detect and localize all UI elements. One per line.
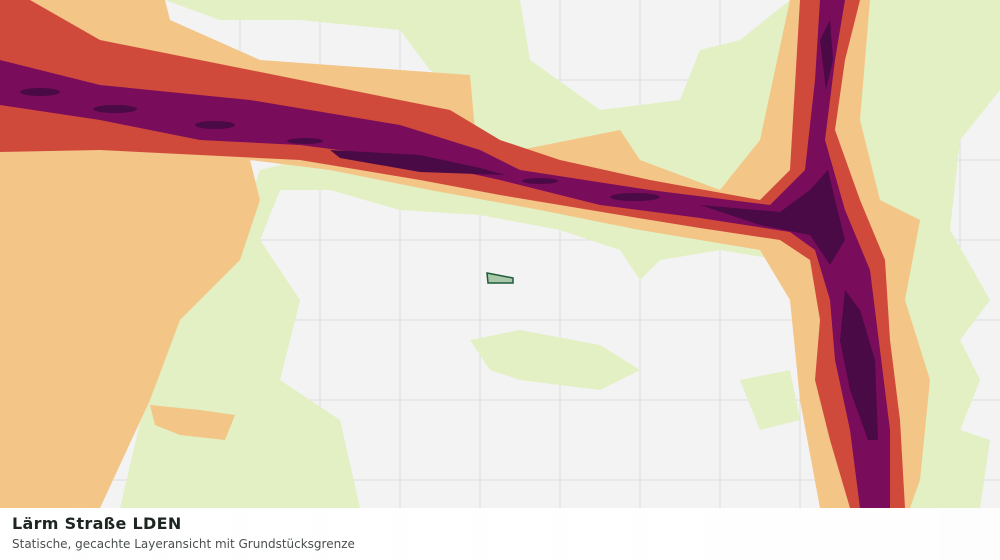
caption-bar: Lärm Straße LDEN Statische, gecachte Lay… <box>0 508 1000 560</box>
layer-title: Lärm Straße LDEN <box>12 514 182 533</box>
parcel-boundary <box>486 272 514 284</box>
noise-zone-extreme <box>20 20 878 440</box>
layer-subtitle: Statische, gecachte Layeransicht mit Gru… <box>12 537 355 551</box>
